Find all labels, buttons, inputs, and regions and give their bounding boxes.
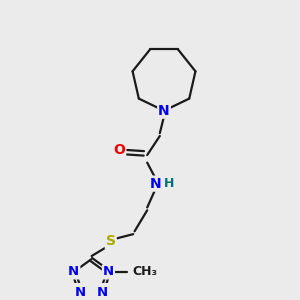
- Text: N: N: [68, 266, 79, 278]
- Text: CH₃: CH₃: [132, 266, 157, 278]
- Text: S: S: [106, 234, 116, 248]
- Text: N: N: [75, 286, 86, 299]
- Text: N: N: [150, 177, 161, 190]
- Text: N: N: [96, 286, 107, 299]
- Text: O: O: [113, 143, 125, 157]
- Text: N: N: [103, 266, 114, 278]
- Text: N: N: [158, 104, 170, 118]
- Text: H: H: [164, 177, 174, 190]
